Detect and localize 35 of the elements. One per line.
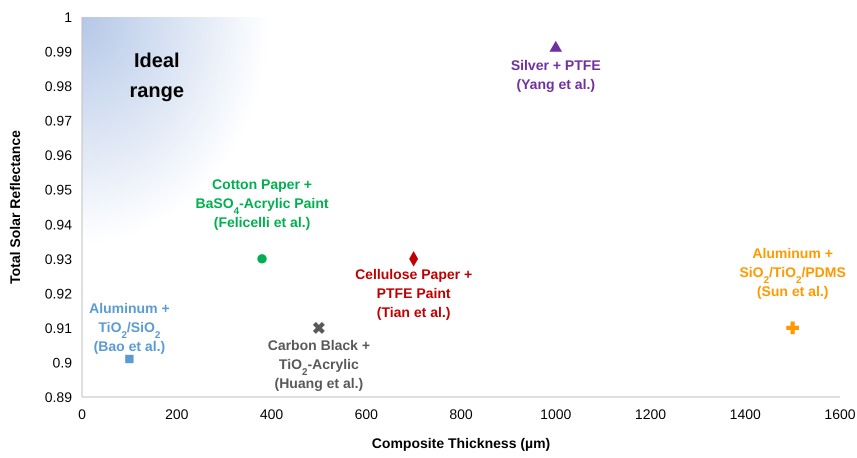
y-tick-label: 0.98 bbox=[44, 78, 72, 94]
y-tick-label: 0.99 bbox=[44, 44, 72, 60]
y-tick-label: 0.95 bbox=[44, 182, 72, 198]
x-tick-label: 1600 bbox=[824, 406, 856, 422]
y-tick-label: 0.93 bbox=[44, 250, 72, 267]
point bbox=[549, 40, 562, 52]
y-tick-label: 0.96 bbox=[44, 147, 72, 164]
x-tick-label: 1000 bbox=[540, 406, 572, 422]
series-label: Silver + PTFE (Yang et al.) bbox=[510, 57, 601, 92]
y-tick-label: 0.94 bbox=[44, 216, 72, 232]
text: Aluminum + SiO$_{2}$/TiO$_{2}$/PDMS (Sun et al.) bbox=[739, 244, 846, 299]
x-tick-label: 1200 bbox=[634, 406, 666, 422]
x-tick-label: 200 bbox=[165, 406, 189, 422]
series-label: Aluminum + TiO$_{2}$/SiO$_{2}$ (Bao et al.) bbox=[89, 300, 170, 354]
y-tick-label: 0.91 bbox=[44, 320, 72, 336]
point bbox=[312, 322, 325, 334]
point bbox=[257, 254, 267, 264]
x-tick-label: 800 bbox=[449, 406, 473, 422]
y-tick-label: 1 bbox=[64, 9, 72, 25]
x-tick-label: 400 bbox=[260, 406, 284, 422]
y-tick-label: 0.92 bbox=[44, 285, 72, 302]
x-tick-label: 600 bbox=[354, 406, 378, 422]
y-tick-label: 0.9 bbox=[52, 354, 72, 370]
x-axis-title: Composite Thickness (µm) bbox=[372, 435, 550, 451]
text: Cotton Paper + BaSO$_{4}$-Acrylic Paint (Felicelli et al.) bbox=[195, 176, 329, 230]
y-tick-label: 0.89 bbox=[44, 389, 72, 405]
x-tick-label: 1400 bbox=[730, 406, 762, 422]
point bbox=[786, 322, 799, 334]
band-label: Ideal range bbox=[130, 50, 184, 102]
point bbox=[125, 354, 134, 364]
series-label: Cellulose Paper + PTFE Paint (Tian et al.) bbox=[355, 266, 472, 320]
text: Carbon Black + TiO$_{2}$-Acrylic (Huang et al.) bbox=[268, 336, 370, 391]
y-tick-label: 0.97 bbox=[44, 112, 72, 129]
x-tick-label: 0 bbox=[78, 406, 86, 422]
y-axis-title: Total Solar Reflectance bbox=[7, 130, 23, 284]
